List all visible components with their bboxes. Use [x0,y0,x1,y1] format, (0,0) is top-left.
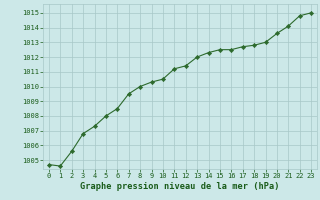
X-axis label: Graphe pression niveau de la mer (hPa): Graphe pression niveau de la mer (hPa) [80,182,280,191]
